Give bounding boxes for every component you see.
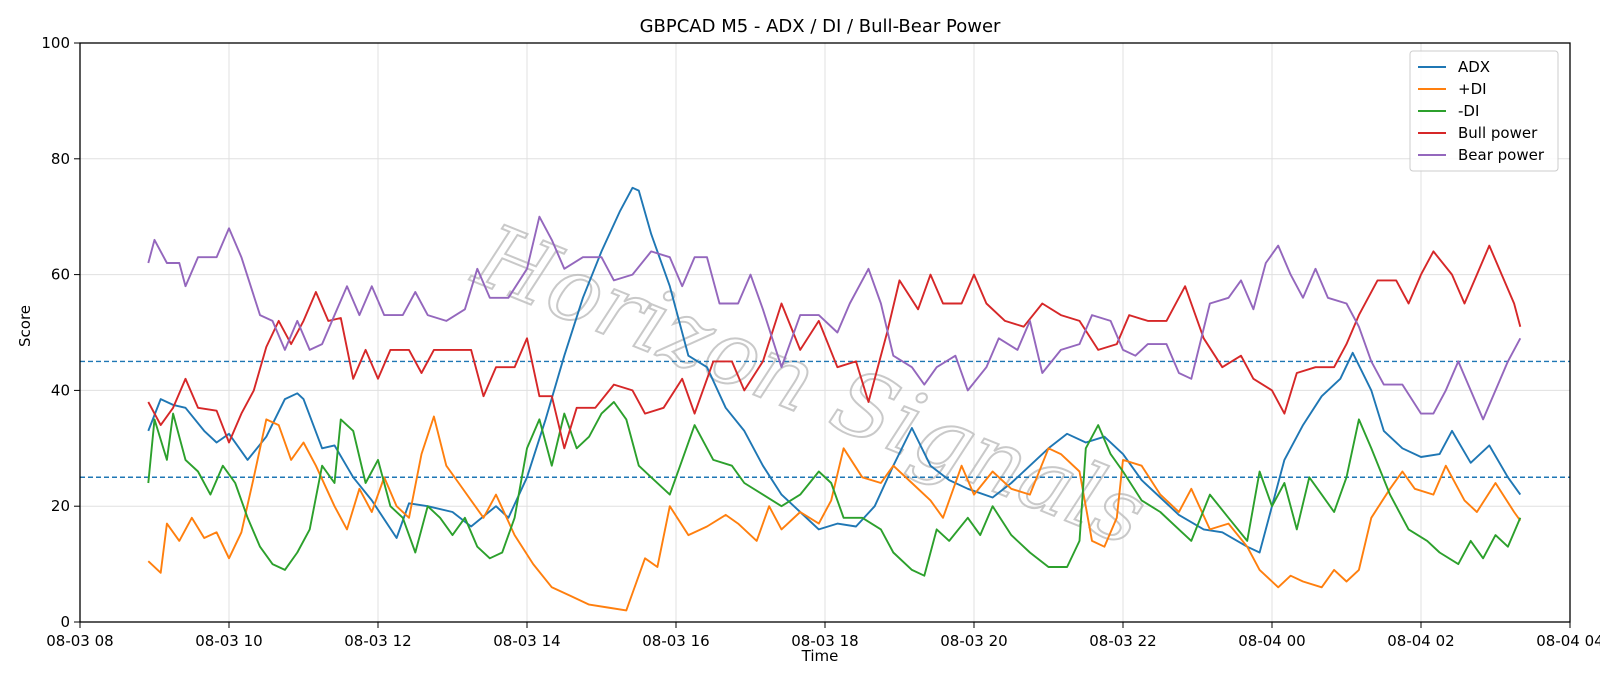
x-tick-label: 08-04 00 xyxy=(1238,632,1305,650)
x-tick-label: 08-03 20 xyxy=(940,632,1007,650)
series-line-bull-power xyxy=(147,244,1522,450)
y-tick-label: 20 xyxy=(51,497,70,515)
x-tick-label: 08-04 02 xyxy=(1387,632,1454,650)
x-axis: 08-03 08 08-03 10 08-03 12 08-03 14 08-03 16… xyxy=(46,622,1600,650)
x-tick-label: 08-03 08 xyxy=(46,632,113,650)
series-layer xyxy=(147,186,1522,612)
legend-label: +DI xyxy=(1458,80,1487,98)
legend-box xyxy=(1409,50,1559,172)
x-tick-label: 08-04 04 xyxy=(1536,632,1600,650)
x-tick-label: 08-03 22 xyxy=(1089,632,1156,650)
legend-label: ADX xyxy=(1458,58,1490,76)
legend-label: -DI xyxy=(1458,102,1479,120)
x-tick-label: 08-03 18 xyxy=(791,632,858,650)
y-tick-label: 0 xyxy=(60,613,70,631)
series-line-bear-power xyxy=(147,215,1522,421)
y-tick-label: 80 xyxy=(51,150,70,168)
legend-label: Bear power xyxy=(1458,146,1545,164)
x-tick-label: 08-03 16 xyxy=(642,632,709,650)
series-line-di xyxy=(147,415,1522,612)
legend: ADX +DI -DI Bull power Bear power xyxy=(1409,50,1559,172)
y-axis-label: Score xyxy=(16,305,34,347)
x-axis-label: Time xyxy=(801,647,839,665)
x-tick-label: 08-03 10 xyxy=(195,632,262,650)
y-tick-label: 40 xyxy=(51,381,70,399)
x-tick-label: 08-03 14 xyxy=(493,632,560,650)
x-tick-label: 08-03 12 xyxy=(344,632,411,650)
y-axis: 0 20 40 60 80 100 xyxy=(41,34,80,631)
y-tick-label: 100 xyxy=(41,34,70,52)
series-line-di xyxy=(147,401,1522,577)
chart-title: GBPCAD M5 - ADX / DI / Bull-Bear Power xyxy=(640,16,1001,37)
y-tick-label: 60 xyxy=(51,266,70,284)
legend-label: Bull power xyxy=(1458,124,1538,142)
